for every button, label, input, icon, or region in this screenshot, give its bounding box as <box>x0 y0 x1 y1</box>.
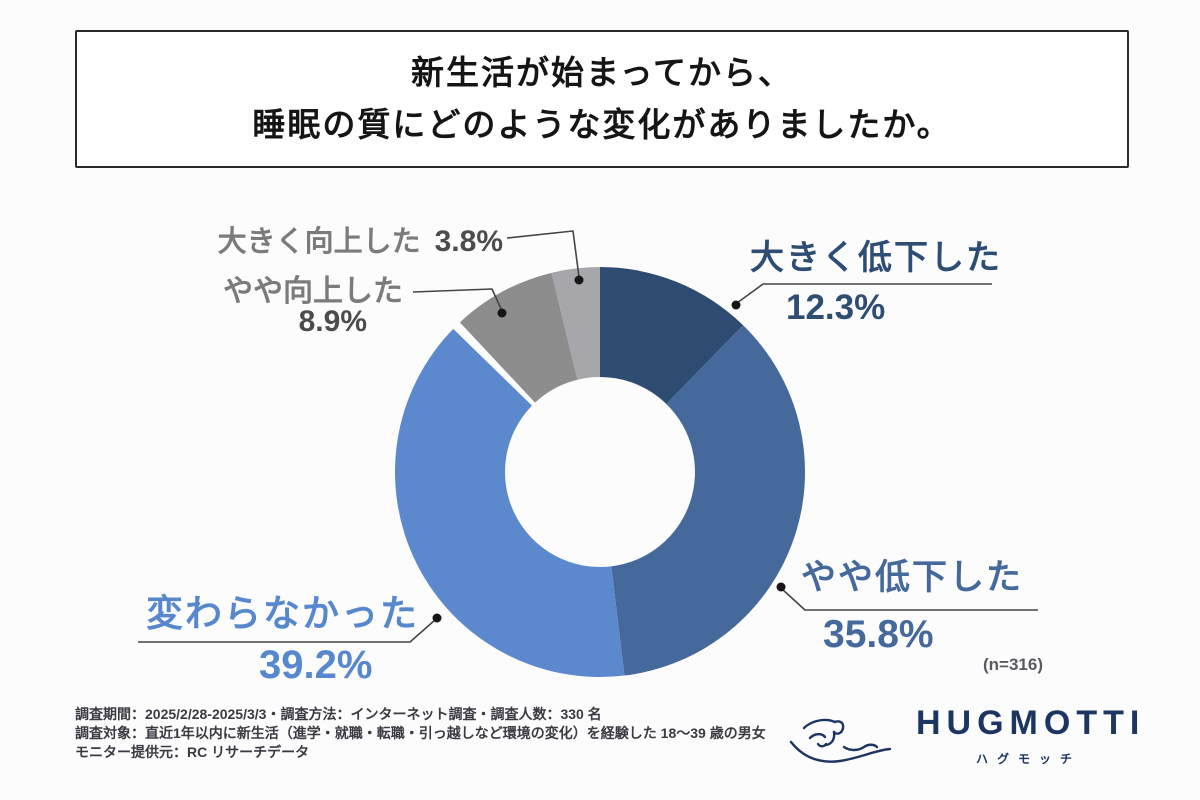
callout-value-some-improve: 8.9% <box>298 305 367 338</box>
callout-dot-1 <box>497 308 507 318</box>
segment-label: 大きく向上した <box>217 226 421 258</box>
brand-logo: HUGMOTTI ハグモッチ <box>788 700 1148 780</box>
title-box: 新生活が始まってから、 睡眠の質にどのような変化がありましたか。 <box>75 30 1129 168</box>
survey-note: 調査期間：2025/2/28-2025/3/3・調査方法：インターネット調査・調… <box>75 705 795 762</box>
survey-note-line2: 調査対象：直近1年以内に新生活（進学・就職・転職・引っ越しなど環境の変化）を経験… <box>75 725 766 741</box>
sample-size-label: (n=316) <box>983 655 1043 674</box>
page-title-line2: 睡眠の質にどのような変化がありましたか。 <box>252 106 952 143</box>
callout-dot-3 <box>776 582 786 592</box>
page-title-line1: 新生活が始まってから、 <box>410 54 794 91</box>
callout-line-1 <box>412 288 503 312</box>
callout-label-unchanged: 変わらなかった <box>146 593 419 634</box>
callout-value-unchanged: 39.2% <box>259 643 373 687</box>
sleeping-person-icon <box>789 718 892 763</box>
callout-dot-0 <box>574 275 584 285</box>
callout-label-big-improve: 大きく向上した 3.8% <box>218 218 503 260</box>
callout-line-3 <box>781 588 1038 611</box>
survey-note-line3: モニター提供元：RC リサーチデータ <box>75 744 310 760</box>
callout-label-some-decline: やや低下した <box>801 558 1024 597</box>
donut-segment-3 <box>459 272 578 403</box>
callout-label-big-decline: 大きく低下した <box>750 239 1002 277</box>
callout-dot-4 <box>432 613 442 623</box>
callout-line-2 <box>736 283 992 304</box>
callout-label-some-improve: やや向上した <box>223 275 403 308</box>
brand-name-kana: ハグモッチ <box>976 752 1082 766</box>
callout-line-4 <box>138 619 436 643</box>
donut-segment-4 <box>551 267 600 380</box>
callout-dot-2 <box>731 300 741 310</box>
brand-name: HUGMOTTI <box>916 704 1146 742</box>
callout-line-0 <box>506 230 580 278</box>
donut-segment-2 <box>395 328 625 677</box>
donut-segment-0 <box>600 267 744 404</box>
callout-value-some-decline: 35.8% <box>823 613 934 656</box>
segment-value: 3.8% <box>434 225 503 258</box>
donut-segment-1 <box>611 325 806 676</box>
callout-value-big-decline: 12.3% <box>786 288 886 327</box>
survey-note-line1: 調査期間：2025/2/28-2025/3/3・調査方法：インターネット調査・調… <box>75 706 602 722</box>
